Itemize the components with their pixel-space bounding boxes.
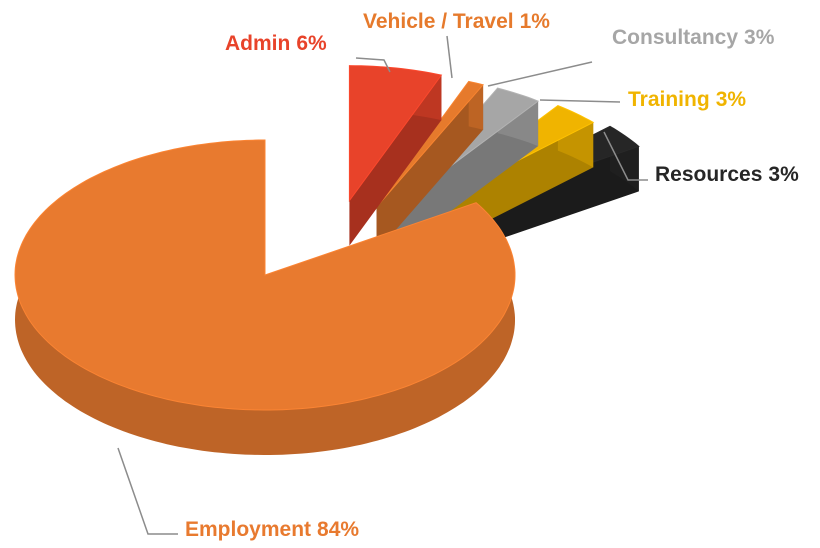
leader-line: [446, 35, 453, 79]
label-category: Consultancy: [612, 26, 738, 49]
label-value: 84%: [317, 518, 359, 541]
leader-line: [355, 57, 391, 73]
label-category: Vehicle / Travel: [363, 10, 514, 33]
slice-wall: [349, 75, 442, 246]
label-value: 1%: [520, 10, 551, 33]
label-category: Training: [628, 88, 710, 111]
data-label: Training 3%: [628, 88, 746, 111]
data-label: Vehicle / Travel 1%: [363, 10, 550, 33]
label-category: Resources: [655, 163, 762, 186]
data-label: Admin 6%: [225, 32, 327, 55]
leader-line: [539, 99, 621, 103]
slice-wall: [376, 84, 484, 252]
slice: [376, 80, 485, 208]
label-value: 6%: [296, 32, 327, 55]
label-category: Admin: [225, 32, 290, 55]
leader-line: [117, 447, 178, 535]
label-value: 3%: [744, 26, 775, 49]
slice-wall: [391, 101, 539, 256]
slice: [14, 139, 516, 411]
slice: [348, 65, 443, 203]
leader-line: [603, 131, 648, 181]
data-label: Resources 3%: [655, 163, 799, 186]
leader-line: [487, 61, 593, 87]
label-category: Employment: [185, 518, 311, 541]
label-value: 3%: [716, 88, 747, 111]
data-label: Employment 84%: [185, 518, 359, 541]
data-label: Consultancy 3%: [612, 26, 775, 49]
label-value: 3%: [768, 163, 799, 186]
